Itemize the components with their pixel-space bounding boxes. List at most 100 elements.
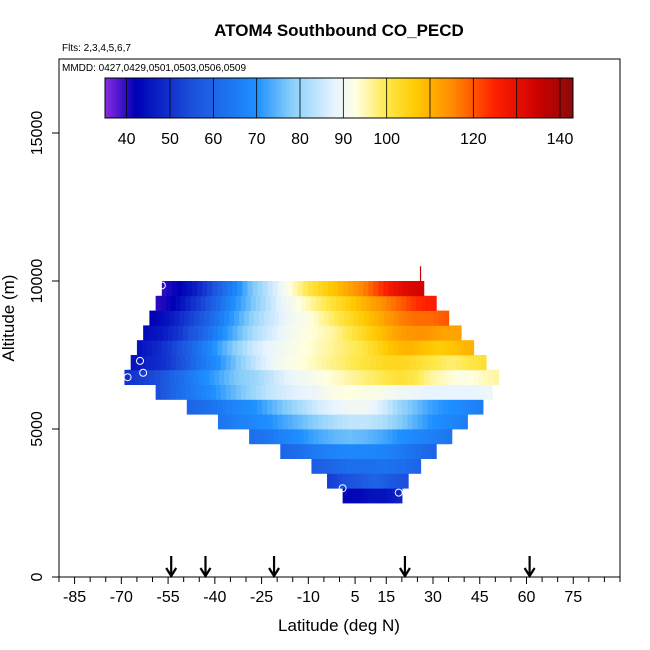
heatmap-cell [136, 340, 143, 356]
heatmap-cell [260, 295, 267, 311]
colorbar-segment [310, 78, 314, 118]
heatmap-cell [225, 295, 232, 311]
heatmap-cell [407, 399, 414, 415]
heatmap-cell [328, 310, 335, 326]
heatmap-cell [281, 384, 287, 400]
heatmap-cell [337, 399, 343, 415]
heatmap-cell [360, 355, 367, 371]
heatmap-cell [417, 414, 424, 430]
heatmap-cell [302, 399, 308, 415]
heatmap-cell [160, 355, 167, 371]
heatmap-cell [472, 399, 479, 415]
colorbar-segment [435, 78, 439, 118]
heatmap-cell [235, 355, 242, 371]
heatmap-cell [215, 355, 222, 371]
heatmap-cell [257, 414, 264, 430]
colorbar-segment [193, 78, 197, 118]
heatmap-cell [292, 325, 298, 341]
heatmap-cell [273, 429, 280, 445]
heatmap-cell [187, 340, 193, 356]
colorbar-segment [487, 78, 491, 118]
heatmap-cell [184, 369, 190, 385]
heatmap-cell [403, 310, 410, 326]
heatmap-cell [440, 355, 447, 371]
heatmap-cell [345, 355, 352, 371]
colorbar-segment [315, 78, 319, 118]
heatmap-cell [362, 429, 369, 445]
heatmap-cell [283, 429, 290, 445]
heatmap-cell [385, 355, 392, 371]
heatmap-cell [487, 384, 493, 400]
heatmap-cell [412, 414, 419, 430]
heatmap-cell [388, 310, 395, 326]
colorbar-segment [131, 78, 135, 118]
heatmap-cell [325, 355, 332, 371]
heatmap-cell [398, 281, 405, 297]
heatmap-cell [367, 414, 374, 430]
heatmap-cell [437, 414, 443, 430]
colorbar-segment [227, 78, 231, 118]
colorbar-segment [146, 78, 150, 118]
heatmap-cell [362, 340, 369, 356]
heatmap-cell [357, 488, 363, 504]
heatmap-cell [350, 443, 357, 459]
heatmap-cell [332, 473, 338, 489]
down-arrow-icon [268, 556, 280, 579]
heatmap-cell [421, 384, 428, 400]
heatmap-cell [428, 340, 434, 356]
colorbar-tick-label: 50 [161, 131, 179, 148]
heatmap-cell [447, 399, 454, 415]
heatmap-cell [167, 340, 173, 356]
heatmap-cell [254, 310, 260, 326]
heatmap-cell [407, 414, 414, 430]
heatmap-cell [242, 340, 249, 356]
heatmap-cell [371, 295, 377, 311]
chart-title: ATOM4 Southbound CO_PECD [214, 21, 464, 40]
colorbar-segment [427, 78, 431, 118]
heatmap-cell [391, 325, 398, 341]
colorbar-segment [388, 78, 392, 118]
colorbar-segment [380, 78, 384, 118]
heatmap-cell [227, 325, 234, 341]
heatmap-cell [204, 310, 210, 326]
heatmap-cell [393, 340, 399, 356]
colorbar-segment [190, 78, 194, 118]
heatmap-cell [413, 369, 420, 385]
heatmap-cell [357, 340, 364, 356]
heatmap-cell [247, 414, 254, 430]
colorbar-segment [170, 78, 174, 118]
x-tick-label: -25 [250, 589, 273, 606]
heatmap-cell [169, 310, 175, 326]
heatmap-cell [318, 310, 325, 326]
colorbar-segment [502, 78, 506, 118]
colorbar-segment [523, 78, 527, 118]
heatmap-cell [353, 369, 360, 385]
colorbar-segment [495, 78, 499, 118]
colorbar-segment [177, 78, 181, 118]
heatmap-cell [225, 355, 232, 371]
heatmap-cell [372, 473, 379, 489]
colorbar-segment [365, 78, 369, 118]
heatmap-cell [327, 473, 333, 489]
heatmap-cell [478, 369, 485, 385]
heatmap-cell [282, 325, 288, 341]
heatmap-cell [227, 414, 234, 430]
colorbar-segment [276, 78, 280, 118]
heatmap-cell [189, 310, 195, 326]
heatmap-cell [381, 295, 387, 311]
heatmap-cell [416, 384, 423, 400]
heatmap-cell [417, 399, 424, 415]
colorbar-segment [362, 78, 366, 118]
y-tick-label: 0 [29, 572, 46, 581]
heatmap-cell [337, 340, 344, 356]
heatmap-cell [308, 310, 315, 326]
colorbar-segment [453, 78, 457, 118]
colorbar-segment [370, 78, 374, 118]
colorbar-segment [383, 78, 387, 118]
colorbar-segment [528, 78, 532, 118]
heatmap-cell [342, 340, 349, 356]
heatmap-cell [431, 325, 437, 341]
heatmap-cell [229, 310, 235, 326]
heatmap-cell [372, 414, 379, 430]
heatmap-cell [413, 310, 420, 326]
